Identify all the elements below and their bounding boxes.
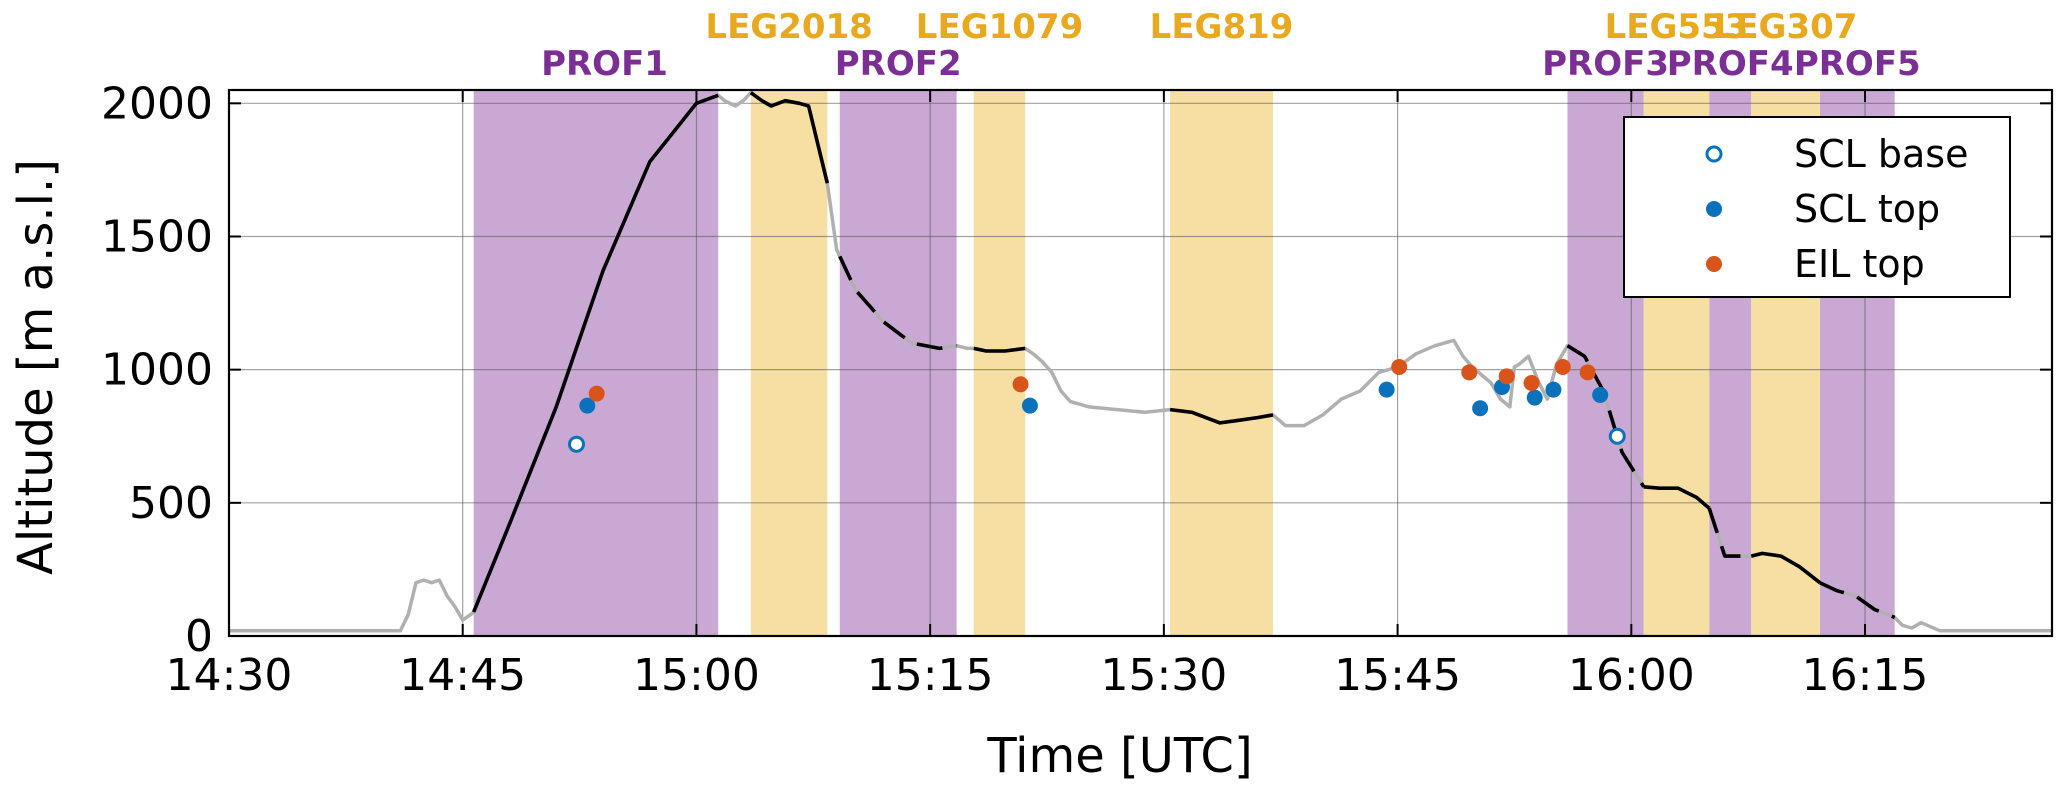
- x-tick-label: 15:30: [1100, 650, 1227, 701]
- segment-line-7: [1643, 485, 1711, 510]
- x-tick-label: 14:45: [399, 650, 526, 701]
- scl-base-point: [1608, 427, 1626, 445]
- leg-band-1: [750, 90, 828, 636]
- legend-label: SCL base: [1794, 132, 1969, 176]
- profile-label: PROF1: [541, 44, 668, 84]
- scl-base-point: [567, 435, 585, 453]
- profile-label: PROF2: [835, 44, 962, 84]
- segment-line-3: [838, 255, 957, 351]
- legend: SCL base SCL top EIL top: [1623, 116, 2011, 298]
- eil-top-point: [1461, 364, 1478, 381]
- eil-top-point: [1579, 364, 1596, 381]
- segment-line-4: [973, 346, 1026, 353]
- x-tick-label: 15:45: [1334, 650, 1461, 701]
- plot-frame: [227, 88, 2054, 638]
- segment-line-1: [472, 93, 719, 613]
- x-axis-label: Time [UTC]: [986, 728, 1252, 784]
- marker-points: [567, 358, 1626, 453]
- eil-top-point: [588, 385, 605, 402]
- scl-top-point: [1378, 381, 1395, 398]
- segment-line-9: [1750, 551, 1822, 585]
- profile-band-2: [839, 90, 957, 636]
- scl-top-point: [1592, 386, 1609, 403]
- legend-label: EIL top: [1794, 242, 1925, 286]
- segment-line-8: [1707, 507, 1752, 558]
- legend-marker-scl-base: [1705, 145, 1723, 163]
- x-tick-label: 16:15: [1802, 650, 1929, 701]
- profile-label: PROF5: [1794, 44, 1921, 84]
- x-tick-label: 16:00: [1568, 650, 1695, 701]
- profile-band-1: [473, 90, 719, 636]
- eil-top-point: [1391, 358, 1408, 375]
- profile-label: PROF3: [1542, 44, 1669, 84]
- scl-top-point: [579, 397, 596, 414]
- profile-label: PROF4: [1667, 44, 1794, 84]
- legend-box: [1623, 116, 2011, 298]
- leg-band-3: [1170, 90, 1273, 636]
- segment-line-5: [1169, 407, 1274, 425]
- x-tick-label: 15:15: [867, 650, 994, 701]
- segment-line-2: [749, 91, 830, 184]
- leg-label: LEG2018: [705, 7, 872, 47]
- y-axis-label: Altitude [m a.s.l.]: [8, 159, 64, 575]
- y-tick-label: 2000: [101, 78, 213, 129]
- eil-top-point: [1523, 374, 1540, 391]
- axes-frame: [227, 88, 2054, 638]
- eil-top-point: [1498, 368, 1515, 385]
- y-tick-label: 1500: [101, 211, 213, 262]
- y-tick-label: 500: [129, 478, 213, 529]
- scl-top-point: [1526, 389, 1543, 406]
- leg-label: LEG819: [1150, 7, 1294, 47]
- leg-label: LEG307: [1714, 7, 1858, 47]
- scl-top-point: [1472, 400, 1489, 417]
- scl-top-point: [1021, 397, 1038, 414]
- y-tick-label: 1000: [101, 345, 213, 396]
- scl-top-point: [1545, 381, 1562, 398]
- x-tick-label: 15:00: [633, 650, 760, 701]
- tick-labels: 14:30 14:45 15:00 15:15 15:30 15:45 16:00 16:15…: [101, 78, 1928, 701]
- leg-band-2: [973, 90, 1026, 636]
- eil-top-point: [1554, 358, 1571, 375]
- leg-label: LEG553: [1605, 7, 1749, 47]
- y-tick-label: 0: [185, 611, 213, 662]
- legend-marker-scl-top: [1706, 201, 1722, 217]
- segment-line-10: [1819, 581, 1896, 620]
- legend-label: SCL top: [1794, 187, 1940, 231]
- legend-marker-eil-top: [1706, 256, 1722, 272]
- eil-top-point: [1012, 376, 1029, 393]
- x-tick-label: 14:30: [166, 650, 293, 701]
- leg-label: LEG1079: [916, 7, 1083, 47]
